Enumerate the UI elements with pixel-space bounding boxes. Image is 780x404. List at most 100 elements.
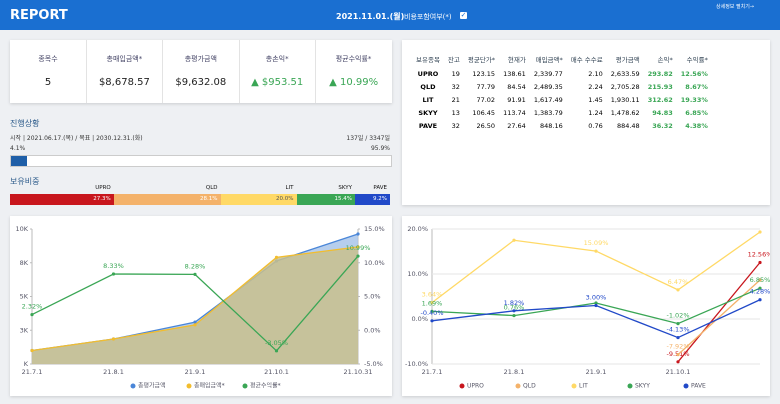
- point: [758, 230, 762, 234]
- header-row: 보유종목 잔고 평균단가* 현재가 매입금액* 매수 수수료 평가금액 손익* 수익률*: [412, 50, 712, 67]
- cell: 1.24: [588, 108, 603, 117]
- point: [274, 255, 279, 259]
- summary-value: ▲ 10.99%: [329, 77, 379, 88]
- summary-value: $9,632.08: [175, 77, 227, 88]
- cell: 8.67%: [685, 82, 708, 91]
- summary-item: 종목수 5: [10, 40, 87, 103]
- point: [594, 303, 598, 308]
- segment: 9.2%: [355, 194, 390, 205]
- line: [677, 279, 761, 356]
- segment-label: 27.3%: [93, 196, 111, 202]
- point: [512, 309, 516, 313]
- legend-marker: [627, 383, 633, 389]
- value-label: -3.05%: [265, 339, 288, 347]
- progress-dates: 시작 | 2021.06.17.(목) / 목표 | 2030.12.31.(화…: [10, 135, 143, 142]
- date: 2021.11.01.(월): [336, 12, 405, 21]
- segment-name: QLD: [205, 185, 218, 191]
- cell: 1,617.49: [533, 95, 563, 104]
- summary-label: 총손익*: [265, 55, 289, 63]
- column-header: 현재가: [507, 55, 526, 64]
- x-tick-label: 21.8.1: [504, 368, 525, 376]
- point: [758, 278, 762, 282]
- cell: 19: [451, 69, 460, 78]
- cell: 12.56%: [680, 69, 708, 78]
- summary-item: 총손익* ▲ $953.51: [239, 40, 317, 103]
- cell: 106.45: [472, 108, 496, 117]
- holding-row: QLD 32 77.79 84.54 2,489.35 2.24 2,705.28 215.9…: [412, 80, 712, 93]
- summary-value: $8,678.57: [98, 77, 150, 88]
- point: [758, 260, 762, 265]
- progress-value: 4.1%: [10, 145, 26, 152]
- segment-label: 15.4%: [334, 196, 353, 202]
- x-tick-label: 21.8.1: [103, 368, 124, 376]
- legend-label: 총평가금액: [138, 382, 166, 390]
- point: [30, 312, 34, 317]
- x-tick-label: 21.7.1: [422, 368, 443, 376]
- legend-label: SKYY: [635, 383, 650, 390]
- point: [30, 348, 34, 353]
- cell: 1,930.11: [610, 95, 640, 104]
- cell: 77.02: [476, 95, 496, 104]
- column-header: 평가금액: [615, 55, 640, 64]
- cell: 2,705.28: [610, 82, 640, 91]
- legend-label: PAVE: [691, 383, 706, 390]
- column-header: 평균단가*: [467, 55, 496, 64]
- holding-row: SKYY 13 106.45 113.74 1,383.79 1.24 1,478.62 94…: [412, 106, 712, 119]
- point: [594, 249, 598, 253]
- legend-label: QLD: [523, 383, 536, 390]
- start-label: 시작: [10, 135, 22, 142]
- y-tick-label: 20.0%: [407, 225, 428, 233]
- column-header: 손익*: [657, 55, 673, 64]
- point: [111, 337, 116, 341]
- x-tick-label: 21.10.1: [264, 368, 289, 376]
- asset-chart: K 3K 5K 8K 10K -5.0% 0.0% 5.0% 10.0% 15.0% 21.7.1 2…: [15, 225, 384, 390]
- summary-item: 평균수익률* ▲ 10.99%: [316, 40, 392, 103]
- value-label: 4.28%: [750, 288, 770, 296]
- cell: 884.48: [616, 121, 640, 130]
- legend-marker: [186, 383, 192, 389]
- cell: 113.74: [503, 108, 526, 117]
- cell: SKYY: [418, 108, 438, 117]
- point: [512, 313, 516, 318]
- cell: 215.93: [647, 82, 673, 91]
- segment-label: 20.0%: [276, 196, 294, 202]
- summary-value: ▲ $953.51: [251, 77, 304, 88]
- y-tick-label: 0.0%: [411, 315, 428, 323]
- holdings-table: 보유종목 잔고 평균단가* 현재가 매입금액* 매수 수수료 평가금액 손익* 수익률* UPRO…: [412, 50, 712, 132]
- y-tick-label: 8K: [20, 259, 29, 267]
- point: [758, 286, 762, 290]
- summary-label: 종목수: [38, 55, 58, 63]
- cell: 91.91: [507, 95, 526, 104]
- cell: 2,633.59: [610, 69, 640, 78]
- header: REPORT 2021.11.01.(월) 비용포함여부(*) ✓ 상세정보 펼…: [0, 0, 780, 30]
- summary-value: 5: [44, 77, 52, 88]
- legend-marker: [515, 383, 521, 389]
- cell: 138.61: [503, 69, 526, 78]
- cost-checkbox[interactable]: ✓: [460, 11, 467, 19]
- y-tick-label: 10.0%: [407, 270, 428, 278]
- summary-item: 총평가금액 $9,632.08: [163, 40, 240, 103]
- value-label: 6.47%: [668, 278, 689, 286]
- cell: QLD: [420, 82, 436, 91]
- cell: UPRO: [417, 69, 439, 78]
- y-tick-label: 3K: [20, 326, 29, 334]
- legend-marker: [130, 383, 136, 389]
- point: [111, 272, 116, 276]
- column-header: 잔고: [447, 55, 460, 64]
- y-tick-label: -10.0%: [405, 360, 428, 368]
- cell: 1,383.79: [533, 108, 563, 117]
- value-label: 1.82%: [504, 299, 525, 307]
- return-chart: -10.0% 0.0% 10.0% 20.0% 21.7.1 21.8.1 21.9.1 21…: [405, 225, 772, 390]
- segment: 28.1%: [113, 194, 221, 205]
- cell: 1.45: [588, 95, 603, 104]
- summary-label: 평균수익률*: [335, 55, 372, 63]
- detail-link[interactable]: 상세정보 펼치기→: [716, 4, 754, 10]
- column-header: 매수 수수료: [570, 55, 603, 64]
- summary-card: 종목수 5 총매입금액* $8,678.57 총평가금액 $9,632.08 총손익* ▲ $…: [10, 40, 392, 103]
- value-label: -0.40%: [421, 309, 444, 317]
- x-tick-label: 21.9.1: [586, 368, 607, 376]
- legend-marker: [683, 383, 689, 389]
- start-date: 2021.06.17.(목): [26, 135, 74, 142]
- cell: 4.38%: [685, 121, 708, 130]
